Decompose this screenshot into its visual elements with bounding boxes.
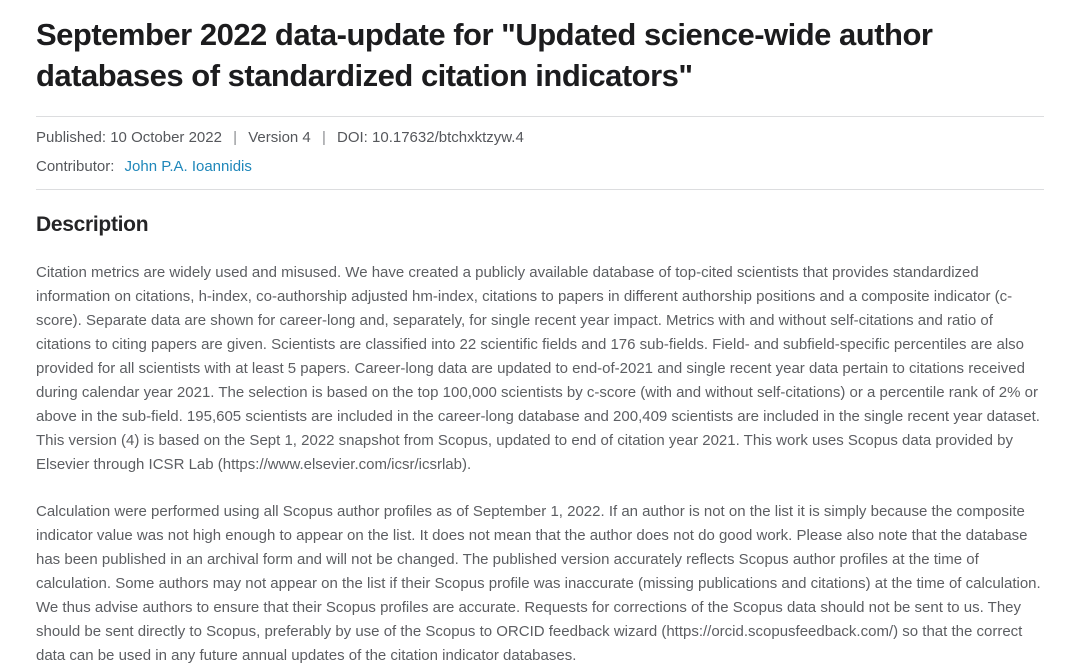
contributor-label: Contributor: [36,158,115,175]
meta-separator: | [321,129,326,146]
version-label: Version 4 [248,129,311,146]
meta-separator: | [233,129,238,146]
description-heading: Description [36,213,149,236]
published-date: Published: 10 October 2022 [36,129,222,146]
dataset-page: September 2022 data-update for "Updated … [36,17,1044,664]
page-title: September 2022 data-update for "Updated … [36,17,933,93]
contributor-link[interactable]: John P.A. Ioannidis [124,158,252,175]
contributor-line: Contributor: John P.A. Ioannidis [36,157,1044,177]
divider-bottom [36,189,1044,190]
description-paragraph-1: Citation metrics are widely used and mis… [36,264,1040,473]
doi-label: DOI: 10.17632/btchxktzyw.4 [337,129,524,146]
metadata-block: Published: 10 October 2022 | Version 4 |… [36,117,1044,189]
divider-top [36,116,1044,117]
publication-info-line: Published: 10 October 2022 | Version 4 |… [36,128,1044,148]
